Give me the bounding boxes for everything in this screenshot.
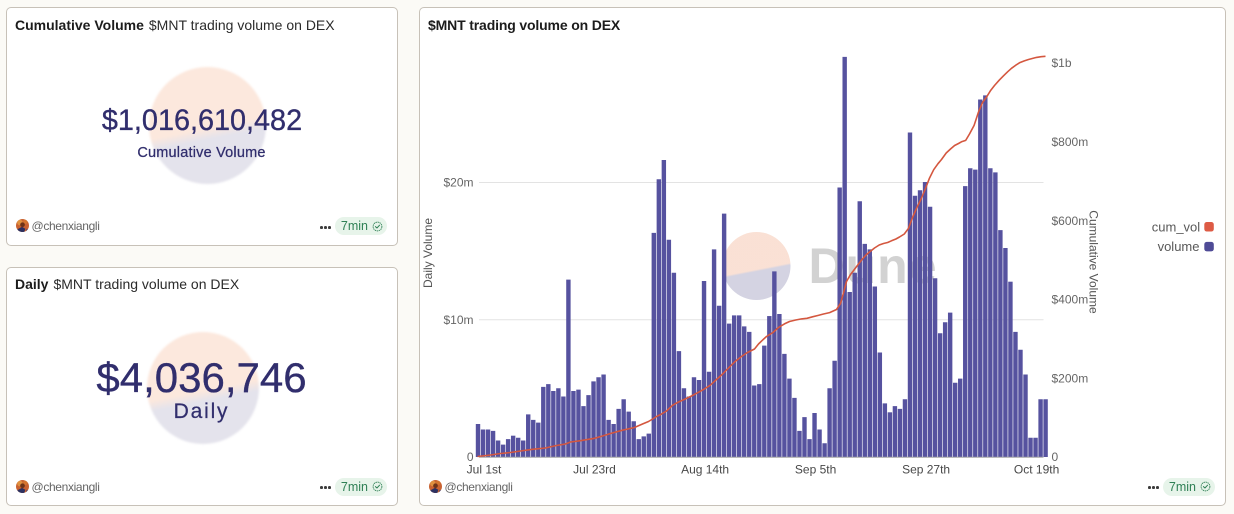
svg-text:$10m: $10m [443,313,473,327]
svg-text:0: 0 [466,450,473,464]
svg-text:cum_vol: cum_vol [1151,219,1200,234]
svg-text:volume: volume [1157,239,1199,254]
svg-text:$20m: $20m [443,176,473,190]
svg-text:$600m: $600m [1051,214,1088,228]
svg-text:$1b: $1b [1051,56,1071,70]
svg-text:Jul 23rd: Jul 23rd [573,463,616,477]
svg-text:Aug 14th: Aug 14th [681,463,729,477]
svg-text:Daily Volume: Daily Volume [421,218,435,288]
svg-text:0: 0 [1051,450,1058,464]
svg-text:$800m: $800m [1051,135,1088,149]
svg-text:Cumulative Volume: Cumulative Volume [1086,210,1100,314]
svg-text:Sep 27th: Sep 27th [902,463,950,477]
svg-text:Jul 1st: Jul 1st [466,463,501,477]
svg-text:Sep 5th: Sep 5th [794,463,835,477]
svg-text:Oct 19th: Oct 19th [1013,463,1058,477]
svg-text:$400m: $400m [1051,293,1088,307]
svg-text:$200m: $200m [1051,371,1088,385]
